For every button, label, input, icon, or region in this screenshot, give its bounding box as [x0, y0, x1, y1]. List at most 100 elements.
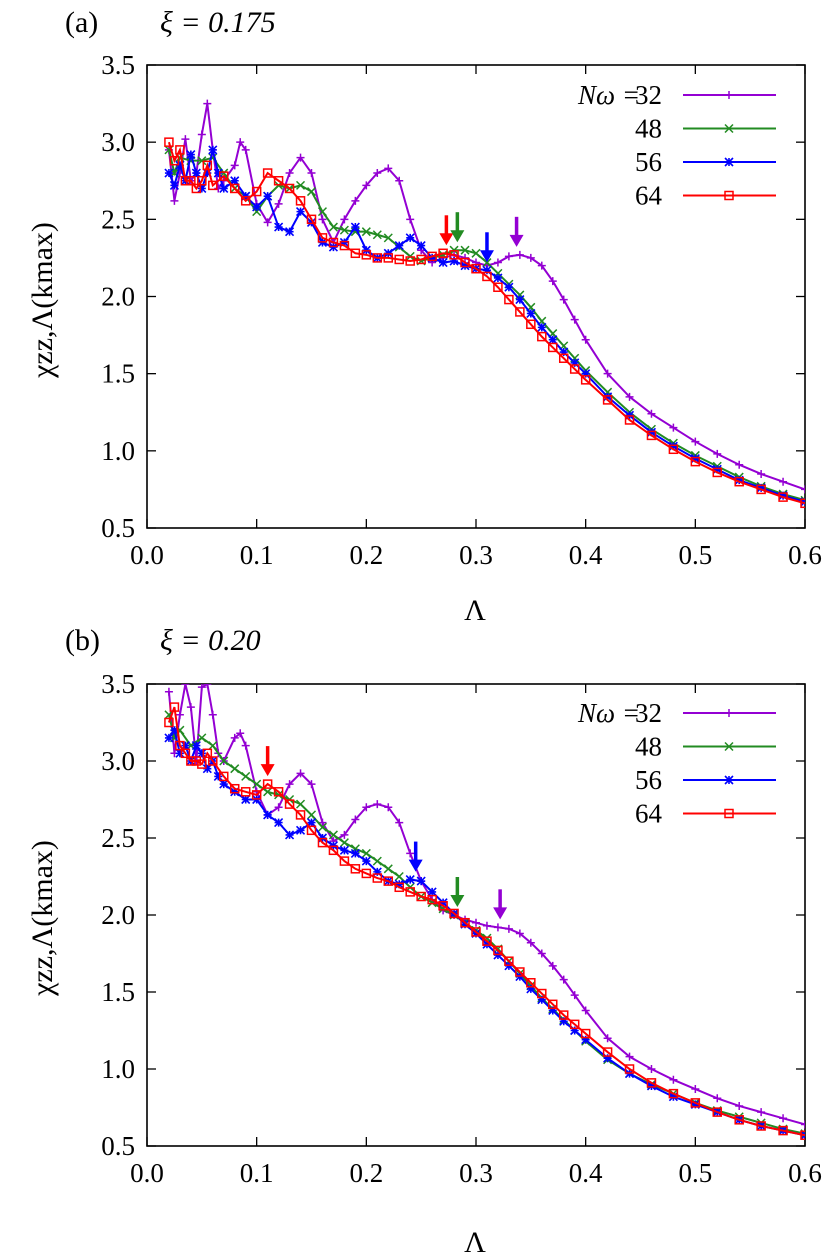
- data-point: [240, 196, 251, 206]
- data-point: [569, 1019, 580, 1030]
- data-point: [581, 1035, 591, 1045]
- data-point: [241, 741, 250, 750]
- data-point: [296, 799, 306, 809]
- data-point: [306, 825, 317, 836]
- data-point: [164, 137, 174, 147]
- data-point: [186, 176, 196, 186]
- data-point: [548, 342, 558, 353]
- data-point: [202, 168, 212, 178]
- data-point: [427, 894, 437, 905]
- data-point: [690, 456, 701, 467]
- data-point: [339, 856, 350, 866]
- data-point: [602, 395, 613, 405]
- data-point: [394, 882, 404, 893]
- data-point: [208, 180, 218, 191]
- data-point: [438, 898, 448, 908]
- data-point: [197, 748, 207, 758]
- data-point: [170, 196, 179, 205]
- data-point: [548, 277, 557, 286]
- data-point: [669, 1075, 678, 1084]
- data-point: [230, 161, 239, 170]
- data-point: [361, 868, 372, 879]
- data-point: [252, 779, 262, 789]
- data-point: [712, 464, 722, 474]
- data-point: [372, 873, 383, 883]
- data-point: [208, 710, 217, 719]
- data-point: [180, 176, 191, 186]
- data-point: [756, 1121, 766, 1131]
- data-point: [180, 748, 191, 759]
- data-point: [416, 254, 426, 265]
- data-point: [724, 808, 734, 819]
- data-point: [526, 319, 536, 330]
- data-point: [800, 1130, 805, 1140]
- data-point: [537, 331, 547, 342]
- legend-label: 32: [635, 698, 662, 728]
- data-point: [373, 800, 382, 809]
- data-point: [285, 780, 294, 789]
- data-point: [175, 160, 185, 170]
- y-tick-label: 1.0: [101, 1054, 135, 1084]
- data-point: [340, 830, 349, 839]
- data-point: [668, 441, 678, 451]
- y-tick-label: 3.0: [101, 127, 135, 157]
- data-point: [230, 733, 239, 742]
- data-point: [405, 256, 415, 266]
- data-point: [213, 168, 223, 178]
- data-point: [191, 183, 202, 194]
- data-point: [570, 358, 580, 368]
- data-point: [570, 315, 579, 324]
- data-point: [186, 149, 196, 160]
- series-line: [167, 706, 805, 1137]
- x-tick-label: 0.6: [788, 540, 822, 570]
- y-tick-label: 3.5: [101, 50, 135, 80]
- data-point: [406, 849, 415, 858]
- data-point: [581, 335, 590, 344]
- data-point: [405, 887, 415, 897]
- data-point: [416, 891, 426, 902]
- y-tick-label: 1.0: [101, 436, 135, 466]
- x-axis-label: Λ: [464, 594, 486, 627]
- series-64: [164, 702, 805, 1140]
- y-tick-label: 0.5: [101, 513, 135, 543]
- series-56: [164, 725, 805, 1140]
- data-point: [801, 1120, 805, 1129]
- data-point: [548, 961, 557, 970]
- data-point: [526, 253, 535, 262]
- data-point: [581, 369, 591, 379]
- data-point: [405, 875, 415, 885]
- data-point: [186, 703, 195, 712]
- data-point: [548, 1005, 558, 1016]
- data-point: [482, 265, 492, 275]
- data-point: [318, 215, 327, 224]
- y-axis-label: χzz,Λ(kmax): [26, 222, 59, 379]
- data-point: [219, 183, 229, 194]
- data-point: [241, 794, 251, 805]
- data-point: [306, 810, 317, 820]
- data-point: [219, 756, 229, 766]
- data-point: [362, 181, 371, 190]
- data-point: [482, 921, 491, 930]
- data-point: [362, 803, 371, 812]
- data-point: [274, 222, 284, 232]
- data-point: [647, 1065, 656, 1073]
- data-point: [460, 917, 470, 928]
- data-point: [713, 449, 722, 458]
- data-point: [537, 949, 546, 958]
- legend-label: 32: [635, 80, 662, 110]
- data-point: [625, 392, 634, 401]
- data-point: [273, 176, 284, 186]
- data-point: [735, 1101, 744, 1110]
- data-point: [504, 294, 514, 305]
- data-point: [646, 1081, 657, 1091]
- data-point: [570, 1025, 580, 1036]
- data-point: [757, 469, 766, 478]
- data-point: [295, 810, 306, 820]
- data-point: [372, 856, 382, 866]
- data-point: [236, 138, 245, 147]
- data-point: [164, 168, 174, 178]
- series-line: [167, 684, 805, 1126]
- data-point: [438, 257, 448, 268]
- data-point: [515, 295, 525, 305]
- data-point: [558, 353, 569, 363]
